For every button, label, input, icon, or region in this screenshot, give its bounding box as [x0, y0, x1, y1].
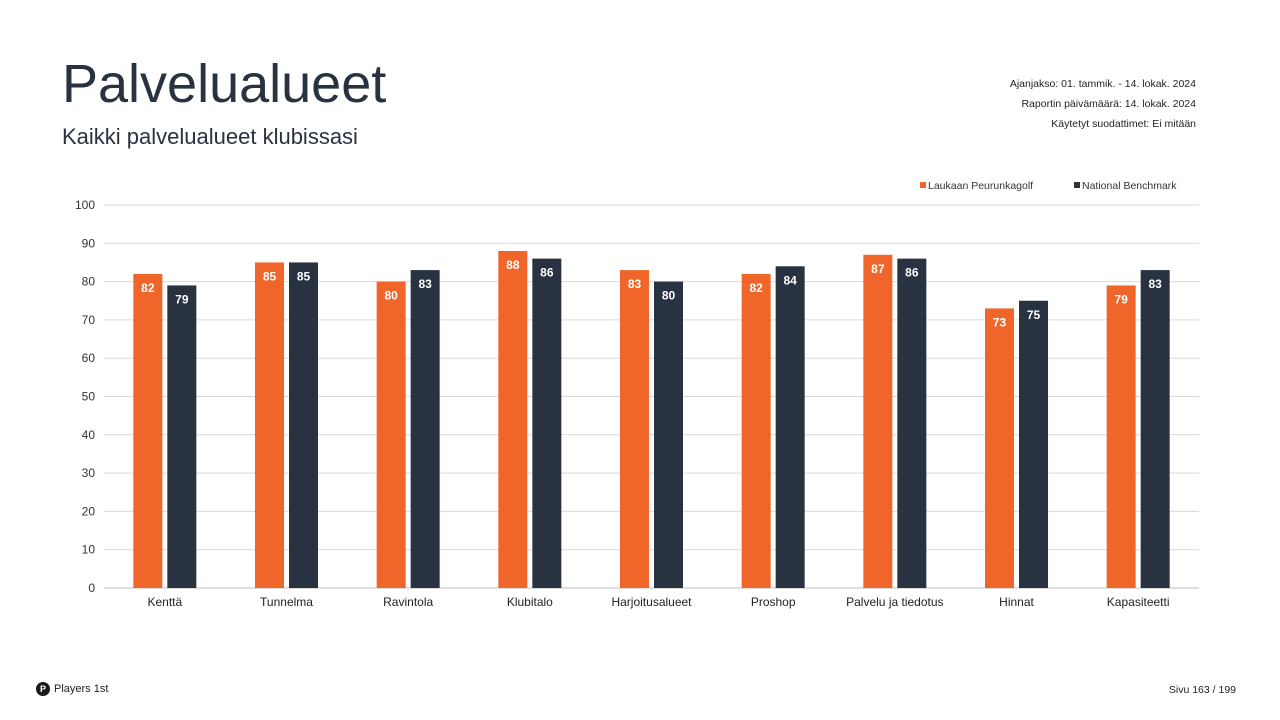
- bar-data-label: 88: [506, 258, 520, 272]
- bar: [654, 281, 683, 588]
- bar: [410, 270, 440, 588]
- bar: [985, 308, 1014, 588]
- bar-data-label: 75: [1027, 308, 1041, 322]
- bar: [289, 262, 318, 588]
- page-subtitle: Kaikki palvelualueet klubissasi: [62, 124, 358, 149]
- bar: [775, 266, 805, 588]
- bar-data-label: 79: [175, 292, 189, 306]
- y-tick-label: 90: [82, 236, 96, 250]
- x-tick-label: Palvelu ja tiedotus: [846, 595, 943, 609]
- bar: [498, 250, 528, 588]
- bar-data-label: 86: [540, 266, 554, 280]
- brand-name: Players 1st: [54, 683, 109, 695]
- y-tick-label: 70: [82, 313, 96, 327]
- bar-data-label: 80: [384, 289, 398, 303]
- x-tick-label: Ravintola: [383, 595, 433, 609]
- y-tick-label: 0: [88, 581, 95, 595]
- bar: [1019, 300, 1048, 588]
- y-tick-label: 100: [75, 198, 95, 212]
- legend-swatch: [1074, 182, 1080, 188]
- bar-data-label: 84: [783, 273, 797, 287]
- bar-data-label: 83: [1148, 277, 1162, 291]
- x-tick-label: Klubitalo: [507, 595, 553, 609]
- bar-data-label: 86: [905, 266, 919, 280]
- report-meta: Ajanjakso: 01. tammik. - 14. lokak. 2024…: [1010, 77, 1196, 137]
- bar-data-label: 83: [628, 277, 642, 291]
- bar-data-label: 87: [871, 262, 885, 276]
- y-tick-label: 10: [82, 543, 96, 557]
- legend-label: Laukaan Peurunkagolf: [928, 180, 1033, 192]
- report-period: Ajanjakso: 01. tammik. - 14. lokak. 2024: [1009, 78, 1196, 90]
- report-filters: Käytetyt suodattimet: Ei mitään: [1051, 118, 1196, 130]
- brand-logo: P Players 1st: [36, 682, 108, 696]
- y-tick-label: 80: [82, 275, 96, 289]
- bar: [255, 262, 284, 588]
- x-tick-label: Hinnat: [999, 595, 1034, 609]
- y-tick-label: 60: [82, 351, 96, 365]
- service-areas-bar-chart: 0 10 20 30 40 50 60 70 80 90 100 82 79 Kenttä 85 85 Tunn…: [75, 180, 1199, 609]
- x-tick-label: Tunnelma: [260, 595, 313, 609]
- x-tick-label: Harjoitusalueet: [611, 595, 692, 609]
- bar-data-label: 83: [418, 277, 432, 291]
- bar-data-label: 85: [263, 269, 277, 283]
- bar: [532, 258, 562, 588]
- y-tick-label: 50: [82, 390, 96, 404]
- players1st-logo-icon: P: [36, 682, 50, 696]
- page-number: Sivu 163 / 199: [1168, 684, 1236, 696]
- bar: [133, 273, 163, 588]
- bar: [1106, 285, 1136, 588]
- page-title: Palvelualueet: [62, 54, 387, 114]
- bar-data-label: 85: [297, 269, 311, 283]
- bar-data-label: 73: [993, 315, 1007, 329]
- bar: [620, 270, 649, 588]
- x-tick-label: Kapasiteetti: [1107, 595, 1170, 609]
- legend-label: National Benchmark: [1082, 180, 1177, 192]
- bar-data-label: 79: [1114, 292, 1128, 306]
- bar-data-label: 80: [662, 289, 676, 303]
- y-tick-label: 40: [82, 428, 96, 442]
- bar: [167, 285, 197, 588]
- bar: [741, 273, 771, 588]
- bar: [1140, 270, 1170, 588]
- x-tick-label: Kenttä: [147, 595, 182, 609]
- bar: [376, 281, 406, 588]
- y-tick-label: 30: [82, 466, 96, 480]
- bar-data-label: 82: [749, 281, 763, 295]
- y-tick-label: 20: [82, 504, 96, 518]
- bar: [897, 258, 927, 588]
- bar: [863, 254, 893, 588]
- report-date: Raportin päivämäärä: 14. lokak. 2024: [1021, 98, 1196, 110]
- x-tick-label: Proshop: [751, 595, 796, 609]
- legend-swatch: [920, 182, 926, 188]
- bar-data-label: 82: [141, 281, 155, 295]
